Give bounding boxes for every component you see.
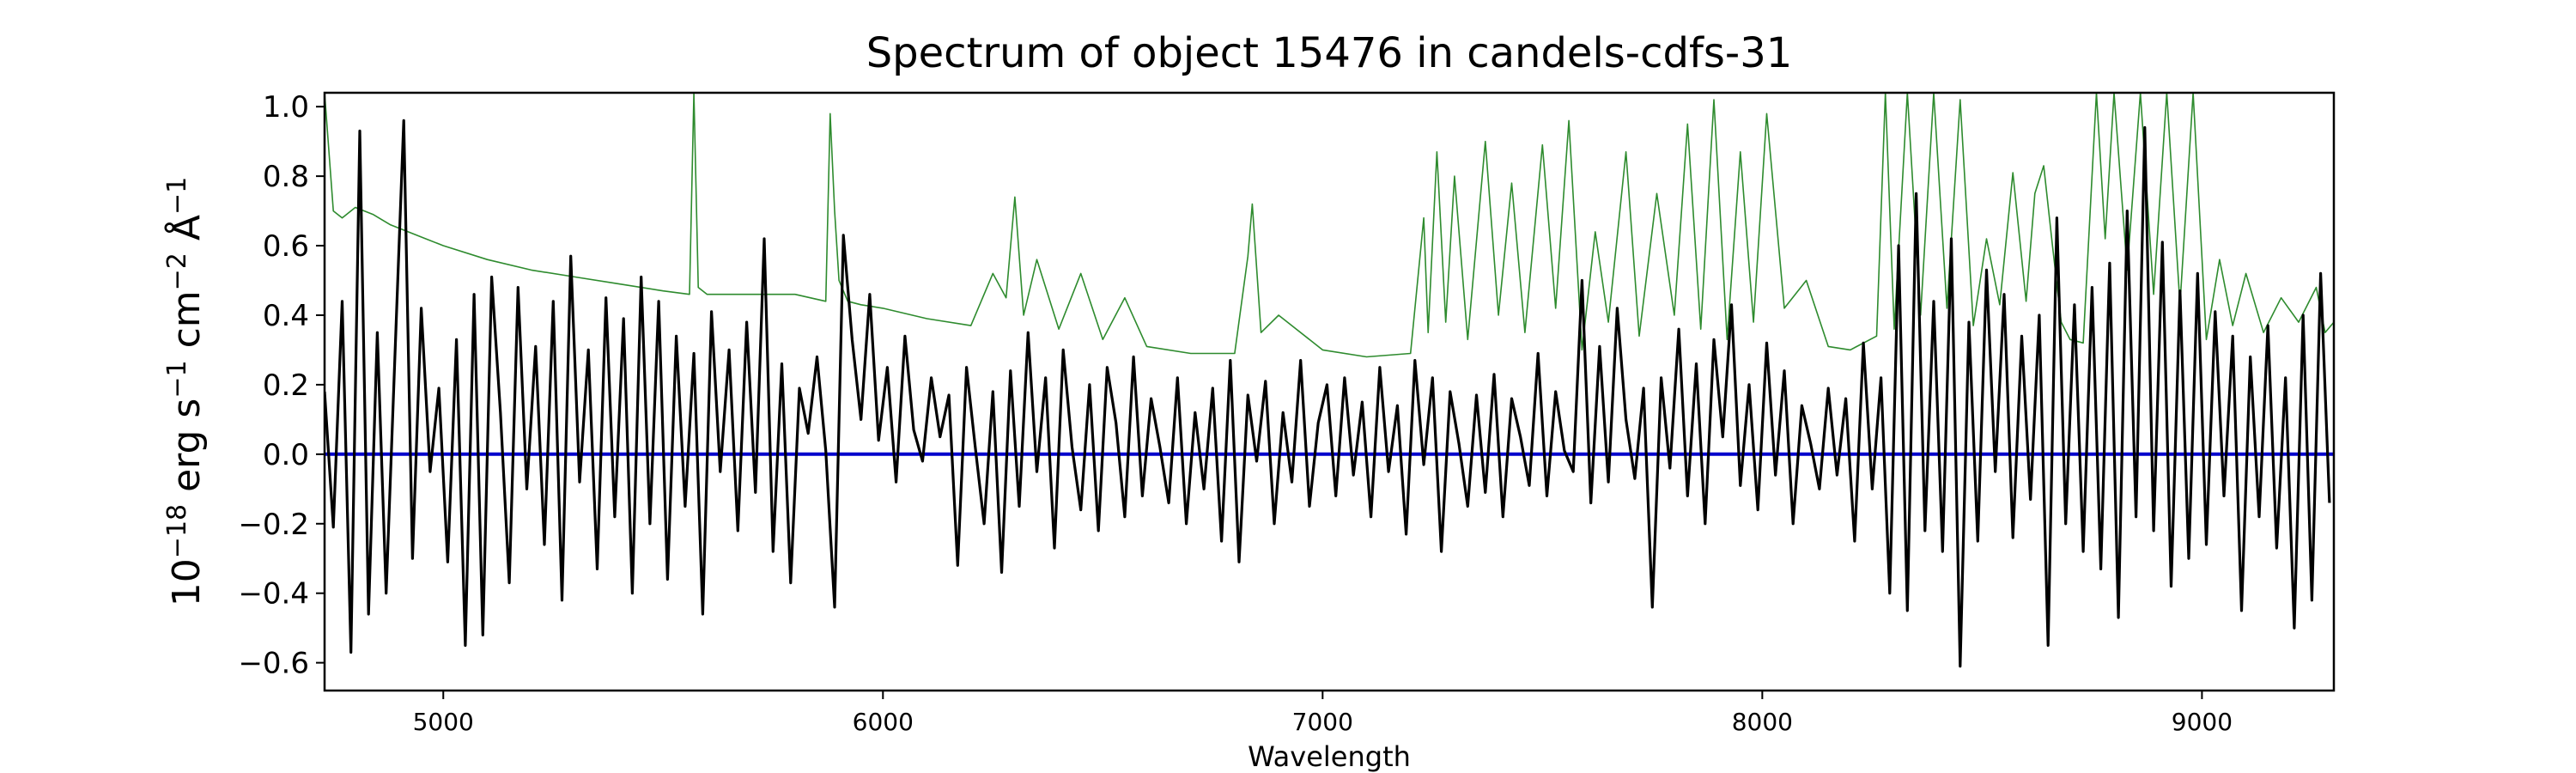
chart-title: Spectrum of object 15476 in candels-cdfs… (866, 29, 1793, 77)
x-tick-label: 7000 (1292, 708, 1353, 736)
y-tick-label: −0.6 (238, 647, 309, 681)
series-layer (325, 93, 2334, 668)
error-series-line (325, 93, 2334, 358)
y-tick-label: 0.8 (263, 160, 309, 194)
y-tick-label: −0.4 (238, 577, 309, 612)
flux-series-line (325, 119, 2331, 668)
y-tick-label: 0.6 (263, 229, 309, 264)
x-tick-label: 6000 (853, 708, 914, 736)
y-tick-label: 0.4 (263, 299, 309, 333)
x-axis: 5000 6000 7000 8000 9000 (413, 691, 2233, 736)
x-tick-label: 5000 (413, 708, 474, 736)
x-tick-label: 9000 (2172, 708, 2233, 736)
y-tick-label: −0.2 (238, 508, 309, 542)
y-tick-label: 1.0 (263, 90, 309, 125)
y-axis-label: 10−18 erg s−1 cm−2 Å−1 (162, 177, 209, 606)
y-axis: −0.6 −0.4 −0.2 0.0 0.2 0.4 0.6 0.8 1.0 (238, 90, 325, 681)
x-axis-label: Wavelength (1248, 740, 1411, 773)
x-tick-label: 8000 (1732, 708, 1793, 736)
plot-frame (323, 91, 2336, 692)
y-tick-label: 0.0 (263, 438, 309, 472)
y-tick-label: 0.2 (263, 368, 309, 403)
